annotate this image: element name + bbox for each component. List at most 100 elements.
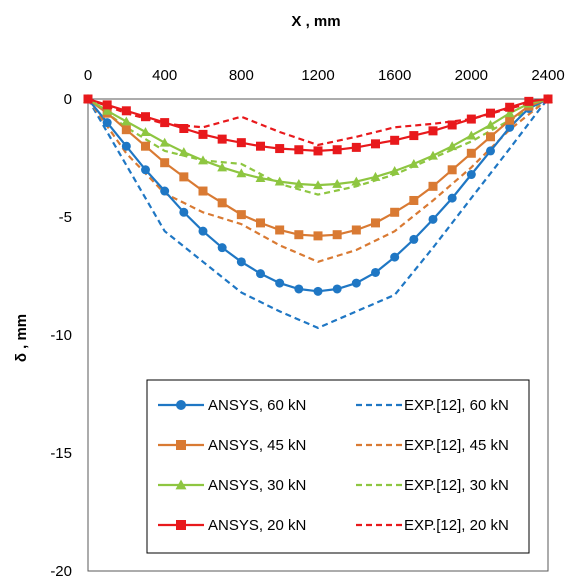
- data-point: [198, 129, 208, 139]
- data-point: [505, 122, 515, 132]
- legend: ANSYS, 60 kN ANSYS, 45 kN ANSYS, 30 kN ANSY…: [146, 379, 530, 554]
- data-point: [409, 195, 419, 205]
- series-line: [87, 98, 549, 330]
- data-point: [332, 145, 342, 155]
- data-point: [370, 171, 381, 181]
- data-point: [408, 158, 419, 168]
- data-point: [140, 127, 151, 136]
- series-ansys-45-kn: [83, 94, 553, 241]
- data-point: [389, 166, 400, 175]
- legend-label: ANSYS, 20 kN: [208, 517, 306, 534]
- data-point: [466, 148, 476, 158]
- data-point: [274, 176, 285, 186]
- data-point: [121, 141, 131, 151]
- data-point: [102, 105, 113, 115]
- y-tick-labels: 0 -5 -10 -15 -20: [50, 91, 72, 576]
- legend-box: [146, 379, 530, 554]
- legend-item-ansys-45-kn: ANSYS, 45 kN: [158, 437, 306, 454]
- data-point: [121, 106, 131, 116]
- data-point: [351, 278, 361, 288]
- data-point: [332, 179, 343, 188]
- data-point: [141, 165, 150, 175]
- x-tick-label: 2400: [531, 67, 564, 84]
- data-point: [428, 181, 438, 191]
- data-point: [447, 141, 458, 151]
- legend-label: EXP.[12], 20 kN: [404, 517, 509, 534]
- data-point: [236, 168, 247, 178]
- data-point: [160, 158, 170, 168]
- data-point: [141, 141, 150, 151]
- data-point: [217, 243, 227, 253]
- data-point: [486, 108, 495, 118]
- data-point: [466, 114, 476, 124]
- data-point: [255, 173, 266, 183]
- series-layer: [83, 94, 553, 330]
- data-point: [313, 146, 323, 156]
- legend-marker: [176, 400, 186, 410]
- series-ansys-20-kn: [83, 94, 553, 156]
- data-point: [486, 132, 495, 142]
- legend-label: EXP.[12], 30 kN: [404, 477, 509, 494]
- data-point: [217, 134, 227, 144]
- data-point: [179, 207, 189, 217]
- data-point: [466, 130, 477, 140]
- data-point: [294, 284, 304, 294]
- data-point: [293, 179, 304, 188]
- data-point: [390, 135, 400, 145]
- data-point: [485, 120, 496, 129]
- data-point: [428, 214, 438, 224]
- legend-item-ansys-30-kn: ANSYS, 30 kN: [158, 477, 306, 494]
- y-tick-label: 0: [64, 91, 72, 108]
- data-point: [486, 146, 495, 156]
- data-point: [390, 252, 400, 262]
- data-point: [351, 176, 362, 186]
- data-point: [466, 170, 476, 180]
- data-point: [217, 162, 228, 172]
- legend-item-exp-12-60-kn: EXP.[12], 60 kN: [356, 397, 509, 414]
- data-point: [447, 165, 457, 175]
- data-point: [256, 218, 265, 228]
- legend-label: ANSYS, 30 kN: [208, 477, 306, 494]
- data-point: [121, 125, 131, 135]
- legend-item-exp-12-30-kn: EXP.[12], 30 kN: [356, 477, 509, 494]
- series-exp-12-30-kn: [87, 98, 549, 196]
- y-tick-label: -20: [50, 563, 72, 576]
- data-point: [351, 225, 361, 235]
- data-point: [428, 150, 438, 160]
- data-point: [409, 234, 419, 244]
- data-point: [447, 193, 457, 203]
- data-point: [275, 278, 285, 288]
- data-point: [543, 94, 553, 104]
- legend-label: EXP.[12], 45 kN: [404, 437, 509, 454]
- legend-label: ANSYS, 60 kN: [208, 397, 306, 414]
- data-point: [236, 138, 246, 148]
- data-point: [256, 141, 265, 151]
- data-point: [141, 112, 150, 122]
- data-point: [390, 207, 400, 217]
- data-point: [256, 269, 265, 279]
- data-point: [332, 284, 342, 294]
- data-point: [179, 124, 189, 133]
- data-point: [160, 186, 170, 196]
- legend-item-ansys-60-kn: ANSYS, 60 kN: [158, 397, 306, 414]
- legend-item-ansys-20-kn: ANSYS, 20 kN: [158, 517, 306, 534]
- data-point: [313, 231, 323, 241]
- x-tick-label: 1600: [378, 67, 411, 84]
- x-tick-label: 2000: [455, 67, 488, 84]
- data-point: [198, 186, 208, 196]
- data-point: [121, 116, 132, 126]
- legend-item-exp-12-20-kn: EXP.[12], 20 kN: [356, 517, 509, 534]
- data-point: [371, 139, 380, 149]
- data-point: [198, 155, 208, 165]
- x-tick-labels: 0 400 800 1200 1600 2000 2400: [84, 67, 565, 84]
- data-point: [159, 137, 170, 147]
- y-tick-label: -10: [50, 327, 72, 344]
- data-point: [294, 230, 304, 240]
- data-point: [313, 180, 323, 190]
- x-tick-label: 400: [152, 67, 177, 84]
- legend-marker: [176, 440, 186, 450]
- data-point: [102, 118, 112, 128]
- data-point: [351, 142, 361, 152]
- legend-label: EXP.[12], 60 kN: [404, 397, 509, 414]
- x-tick-label: 1200: [301, 67, 334, 84]
